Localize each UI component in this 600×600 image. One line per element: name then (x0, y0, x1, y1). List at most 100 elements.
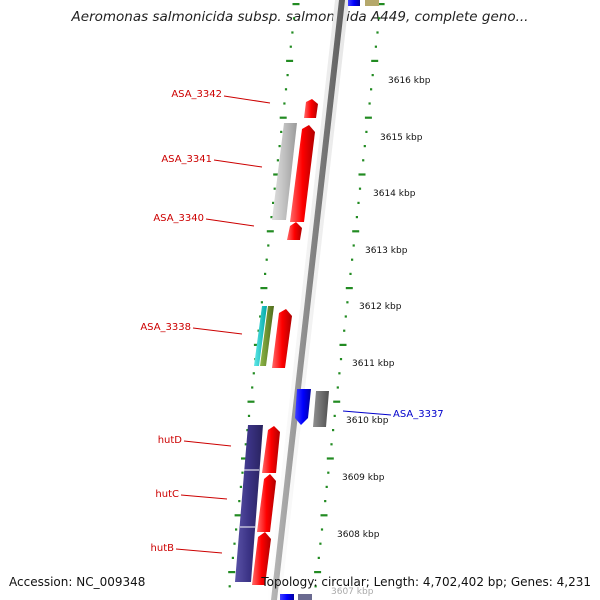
gene-label-asa3342[interactable]: ASA_3342 (171, 89, 222, 100)
ring-tick-mark (292, 3, 300, 6)
gene-block-top-olive (365, 0, 379, 6)
ring-dot (252, 372, 255, 375)
label-leader-line (205, 218, 255, 227)
ring-dot (343, 329, 346, 332)
ring-tick-mark (279, 116, 287, 119)
label-leader-line (180, 494, 228, 500)
scale-tick-label: 3614 kbp (373, 189, 416, 199)
ring-tick-mark (339, 343, 347, 346)
ring-dot (351, 258, 354, 261)
gene-block-gray-3341 (272, 123, 297, 220)
ring-dot (357, 201, 360, 204)
ring-dot (355, 216, 358, 219)
ring-tick-mark (345, 287, 353, 290)
ring-dot (276, 159, 279, 162)
genome-backbone (271, 0, 345, 600)
ring-dot (362, 159, 365, 162)
gene-block-asa3341 (290, 125, 315, 222)
ring-tick-mark (364, 116, 372, 119)
ring-dot (228, 585, 231, 588)
ring-dot (378, 17, 381, 20)
ring-dot (251, 386, 254, 389)
ring-dot (320, 528, 324, 531)
ring-dot (283, 102, 286, 105)
ring-dot (365, 130, 368, 133)
ring-dot (264, 272, 267, 275)
ring-dot (278, 145, 281, 148)
ring-dot (241, 471, 244, 474)
ring-dot (330, 443, 333, 446)
gene-label-hutd[interactable]: hutD (158, 435, 183, 446)
scale-tick-label: 3613 kbp (365, 246, 408, 256)
ring-dot (231, 556, 234, 559)
gene-block-olive (260, 306, 274, 366)
ring-dot (289, 45, 292, 48)
ring-dot (238, 500, 241, 503)
ring-dot (332, 429, 335, 432)
ring-dot (235, 528, 238, 531)
ring-dot (344, 315, 347, 318)
ring-dot (292, 17, 296, 20)
gene-label-hutb[interactable]: hutB (151, 543, 175, 554)
label-leader-line (342, 410, 392, 416)
ring-dot (286, 74, 289, 77)
gene-label-asa3338[interactable]: ASA_3338 (140, 322, 191, 333)
label-leader-line (213, 159, 263, 168)
gene-block-hutc (257, 474, 276, 532)
ring-dot (272, 201, 275, 204)
gene-label-hutc[interactable]: hutC (155, 489, 179, 500)
ring-dot (267, 244, 270, 247)
ring-dot (239, 485, 242, 488)
ring-dot (333, 414, 336, 417)
gene-block-bottom-blue (280, 594, 294, 600)
ring-tick-mark (352, 230, 360, 233)
gene-label-asa3337[interactable]: ASA_3337 (393, 409, 444, 420)
scale-tick-label: 3616 kbp (388, 76, 431, 86)
ring-tick-mark (241, 457, 248, 460)
ring-dot (247, 414, 251, 417)
ring-dot (260, 301, 263, 304)
ring-tick-mark (228, 571, 236, 574)
ring-dot (273, 187, 276, 190)
gene-block-asa3337 (295, 389, 311, 425)
ring-dot (314, 585, 317, 588)
gene-block-dark-gray (313, 391, 329, 427)
label-leader-line (183, 440, 232, 447)
ring-dot (257, 329, 260, 332)
gene-label-asa3341[interactable]: ASA_3341 (161, 154, 212, 165)
gene-block-hut-operon (235, 425, 263, 582)
ring-tick-mark (320, 514, 328, 517)
ring-dot (370, 88, 373, 91)
ring-tick-mark (273, 173, 281, 176)
ring-dot (336, 386, 339, 389)
ring-tick-mark (260, 287, 268, 290)
gene-block-asa3342 (304, 99, 318, 118)
scale-tick-label: 3611 kbp (352, 359, 395, 369)
ring-tick-mark (358, 173, 366, 176)
ring-dot (358, 187, 362, 190)
ring-dot (284, 88, 288, 91)
ring-dot (339, 358, 343, 361)
ring-dot (244, 443, 247, 446)
ring-dot (265, 258, 268, 261)
ring-dot (291, 31, 294, 34)
ring-dot (280, 130, 283, 133)
ring-dot (233, 542, 236, 545)
gene-block-asa3340 (287, 222, 302, 240)
ring-dot (346, 301, 349, 304)
ring-dot (246, 429, 249, 432)
gene-block-bottom-gray (298, 594, 312, 600)
ring-dot (338, 372, 341, 375)
ring-dot (270, 216, 273, 219)
ring-tick-mark (266, 230, 274, 233)
map-title: Aeromonas salmonicida subsp. salmonicida… (71, 9, 529, 25)
inner-dotted-ring (314, 3, 385, 588)
ring-tick-mark (377, 3, 385, 6)
ring-dot (327, 471, 330, 474)
gene-block-top-blue (348, 0, 360, 6)
gene-label-asa3340[interactable]: ASA_3340 (153, 213, 204, 224)
label-leader-line (223, 95, 271, 104)
ring-tick-mark (333, 400, 341, 403)
ring-tick-mark (286, 59, 294, 62)
